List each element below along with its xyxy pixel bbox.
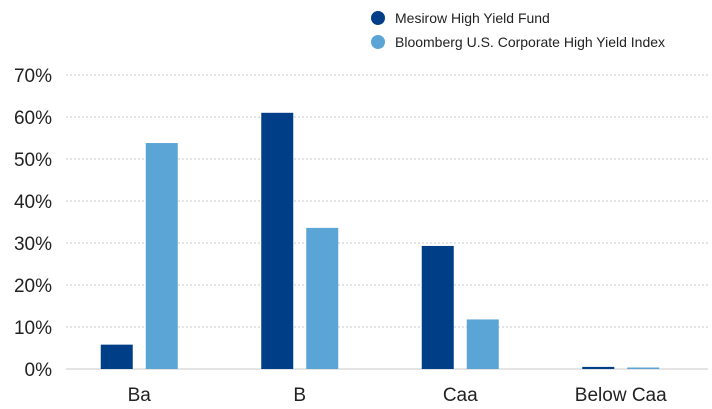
y-tick-label: 70% <box>14 66 52 87</box>
legend: Mesirow High Yield Fund Bloomberg U.S. Co… <box>371 10 665 50</box>
bar-caa-series-2 <box>466 319 499 369</box>
y-tick-label: 0% <box>25 360 53 381</box>
legend-marker <box>371 11 385 25</box>
y-tick-label: 20% <box>14 276 52 297</box>
y-tick-label: 40% <box>14 192 52 213</box>
bar-b-series-2 <box>306 227 339 369</box>
y-tick-label: 10% <box>14 318 52 339</box>
y-tick-label: 30% <box>14 234 52 255</box>
bar-below-caa-series-1 <box>582 366 615 369</box>
y-axis-tick-labels: 0% 10% 20% 30% 40% 50% 60% 70% <box>14 66 52 381</box>
bar-b-series-1 <box>261 112 294 370</box>
legend-marker <box>371 35 385 49</box>
x-axis-category-labels: Ba B Caa Below Caa <box>128 385 667 406</box>
y-tick-label: 60% <box>14 108 52 129</box>
bars <box>100 112 660 370</box>
x-category-label: Below Caa <box>575 385 667 406</box>
legend-label: Bloomberg U.S. Corporate High Yield Inde… <box>395 34 665 50</box>
y-tick-label: 50% <box>14 150 52 171</box>
x-category-label: Caa <box>443 385 478 406</box>
legend-label: Mesirow High Yield Fund <box>395 10 550 26</box>
bar-below-caa-series-2 <box>627 367 660 369</box>
x-category-label: B <box>293 385 306 406</box>
bar-ba-series-1 <box>100 344 133 369</box>
x-category-label: Ba <box>128 385 152 406</box>
bar-ba-series-2 <box>145 143 178 369</box>
bar-caa-series-1 <box>421 245 454 369</box>
